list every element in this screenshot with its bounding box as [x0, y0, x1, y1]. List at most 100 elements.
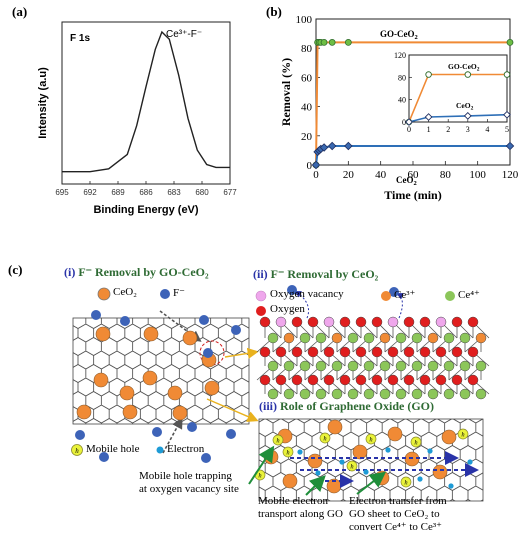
ceo2-particle: [142, 370, 158, 386]
oxygen-atom: [307, 346, 319, 358]
oxygen-atom: [435, 346, 447, 358]
ceo2-particle: [387, 426, 403, 442]
panel-b-label: (b): [266, 4, 282, 19]
oxygen-atom: [467, 374, 479, 386]
legend-ceo2-text: CeO₂: [113, 286, 137, 298]
kinetics-ytick-label: 40: [301, 102, 313, 114]
oxygen-atom: [291, 316, 303, 328]
inset-ytick-label: 120: [394, 51, 406, 60]
xps-f1s-curve: [62, 30, 230, 173]
ceo2-particle: [76, 404, 92, 420]
kinetics-xlabel: Time (min): [384, 188, 441, 202]
oxygen-atom: [403, 346, 415, 358]
ceo2-particle: [93, 372, 109, 388]
kinetics-point-go-ceo2: [320, 38, 328, 46]
ce4-atom: [379, 388, 391, 400]
mobile-hole-symbol: h: [414, 440, 417, 447]
legend-ce3-text: Ce³⁺: [394, 289, 416, 301]
ceo2-particle: [167, 385, 183, 401]
oxygen-atom: [355, 316, 367, 328]
xps-annotation: Ce³⁺-F⁻: [166, 29, 202, 40]
inset-xtick-label: 0: [407, 125, 411, 134]
mobile-hole: [365, 433, 377, 445]
inset-xtick-label: 3: [466, 125, 470, 134]
kinetics-point-ceo2: [344, 141, 353, 151]
electron: [315, 470, 321, 476]
panel-a-chart: 695 692 689 686 683 680 677 F 1s Ce³⁺-F⁻ Bindi…: [37, 21, 237, 216]
ceo2-particle: [204, 380, 220, 396]
ce4-atom: [427, 388, 439, 400]
ceo2-particle: [182, 330, 198, 346]
ce4-atom: [347, 332, 359, 344]
inset-xtick-label: 1: [427, 125, 431, 134]
kinetics-ytick-label: 60: [301, 72, 313, 84]
legend-electron-text: Electron: [167, 443, 205, 455]
ce4-atom: [475, 388, 487, 400]
oxygen-atom: [467, 316, 479, 328]
mobile-hole: [346, 460, 358, 472]
xps-peak-label: F 1s: [70, 33, 90, 44]
oxygen-atom: [451, 316, 463, 328]
ce4-atom: [299, 332, 311, 344]
fluoride-ion: [91, 310, 101, 320]
inset-point-go-ceo2: [425, 71, 432, 78]
ce3-atom: [283, 332, 295, 344]
ce4-atom: [283, 388, 295, 400]
legend-vacancy-marker: [255, 290, 267, 302]
electron: [467, 459, 473, 465]
legend-ceo2-marker: [97, 287, 111, 301]
oxygen-atom: [307, 374, 319, 386]
ceo2-particle: [172, 405, 188, 421]
oxygen-atom: [451, 346, 463, 358]
kinetics-ytick-label: 80: [301, 43, 313, 55]
note-transport-line-2: transport along GO: [258, 508, 343, 520]
mobile-hole-symbol: h: [404, 480, 407, 487]
kinetics-xtick-label: 120: [502, 169, 519, 181]
mobile-hole-symbol: h: [276, 438, 279, 445]
inset-label-ceo2: CeO2: [456, 101, 474, 112]
fluoride-ion: [203, 348, 213, 358]
electron: [385, 447, 391, 453]
ce4-atom: [395, 388, 407, 400]
mobile-hole: [319, 432, 331, 444]
inset-point-go-ceo2: [464, 71, 472, 78]
inset-xtick-label: 2: [446, 125, 450, 134]
fluoride-ion: [231, 325, 241, 335]
inset-point-ceo2: [424, 113, 433, 121]
electron: [297, 449, 303, 455]
fluoride-ion: [152, 427, 162, 437]
oxygen-atom: [451, 374, 463, 386]
electron: [339, 459, 345, 465]
ceo2-particle: [441, 429, 457, 445]
electron: [363, 469, 369, 475]
kinetics-ylabel: Removal (%): [279, 58, 293, 126]
fluoride-binding-arrow: [396, 293, 405, 319]
ce3-atom: [379, 332, 391, 344]
panel-c-label: (c): [8, 262, 23, 277]
oxygen-atom: [419, 316, 431, 328]
legend-f-marker: [160, 289, 170, 299]
panel-a-label: (a): [12, 4, 28, 19]
mobile-hole: [272, 434, 284, 446]
xps-xtick-label: 680: [195, 188, 209, 197]
title-i-text: F⁻ Removal by GO-CeO₂: [78, 265, 209, 279]
ce4-atom: [475, 360, 487, 372]
kinetics-xtick-label: 20: [343, 169, 355, 181]
note-transport-line-1: Mobile electron: [258, 495, 328, 507]
ce4-atom: [459, 360, 471, 372]
legend-ce4-text: Ce⁴⁺: [458, 289, 480, 301]
ce4-atom: [443, 360, 455, 372]
ceo2-particle: [122, 404, 138, 420]
note-trap-line-1: Mobile hole trapping: [139, 470, 232, 482]
kinetics-label-ceo2: CeO2: [396, 175, 417, 187]
kinetics-xtick-label: 80: [440, 169, 452, 181]
xps-xtick-label: 689: [111, 188, 125, 197]
note-trap: Mobile hole trapping at oxygen vacancy s…: [139, 470, 239, 496]
ce4-atom: [315, 332, 327, 344]
oxygen-atom: [275, 346, 287, 358]
ce4-atom: [331, 388, 343, 400]
oxygen-atom: [355, 346, 367, 358]
fluoride-ion: [199, 315, 209, 325]
oxygen-atom: [339, 346, 351, 358]
